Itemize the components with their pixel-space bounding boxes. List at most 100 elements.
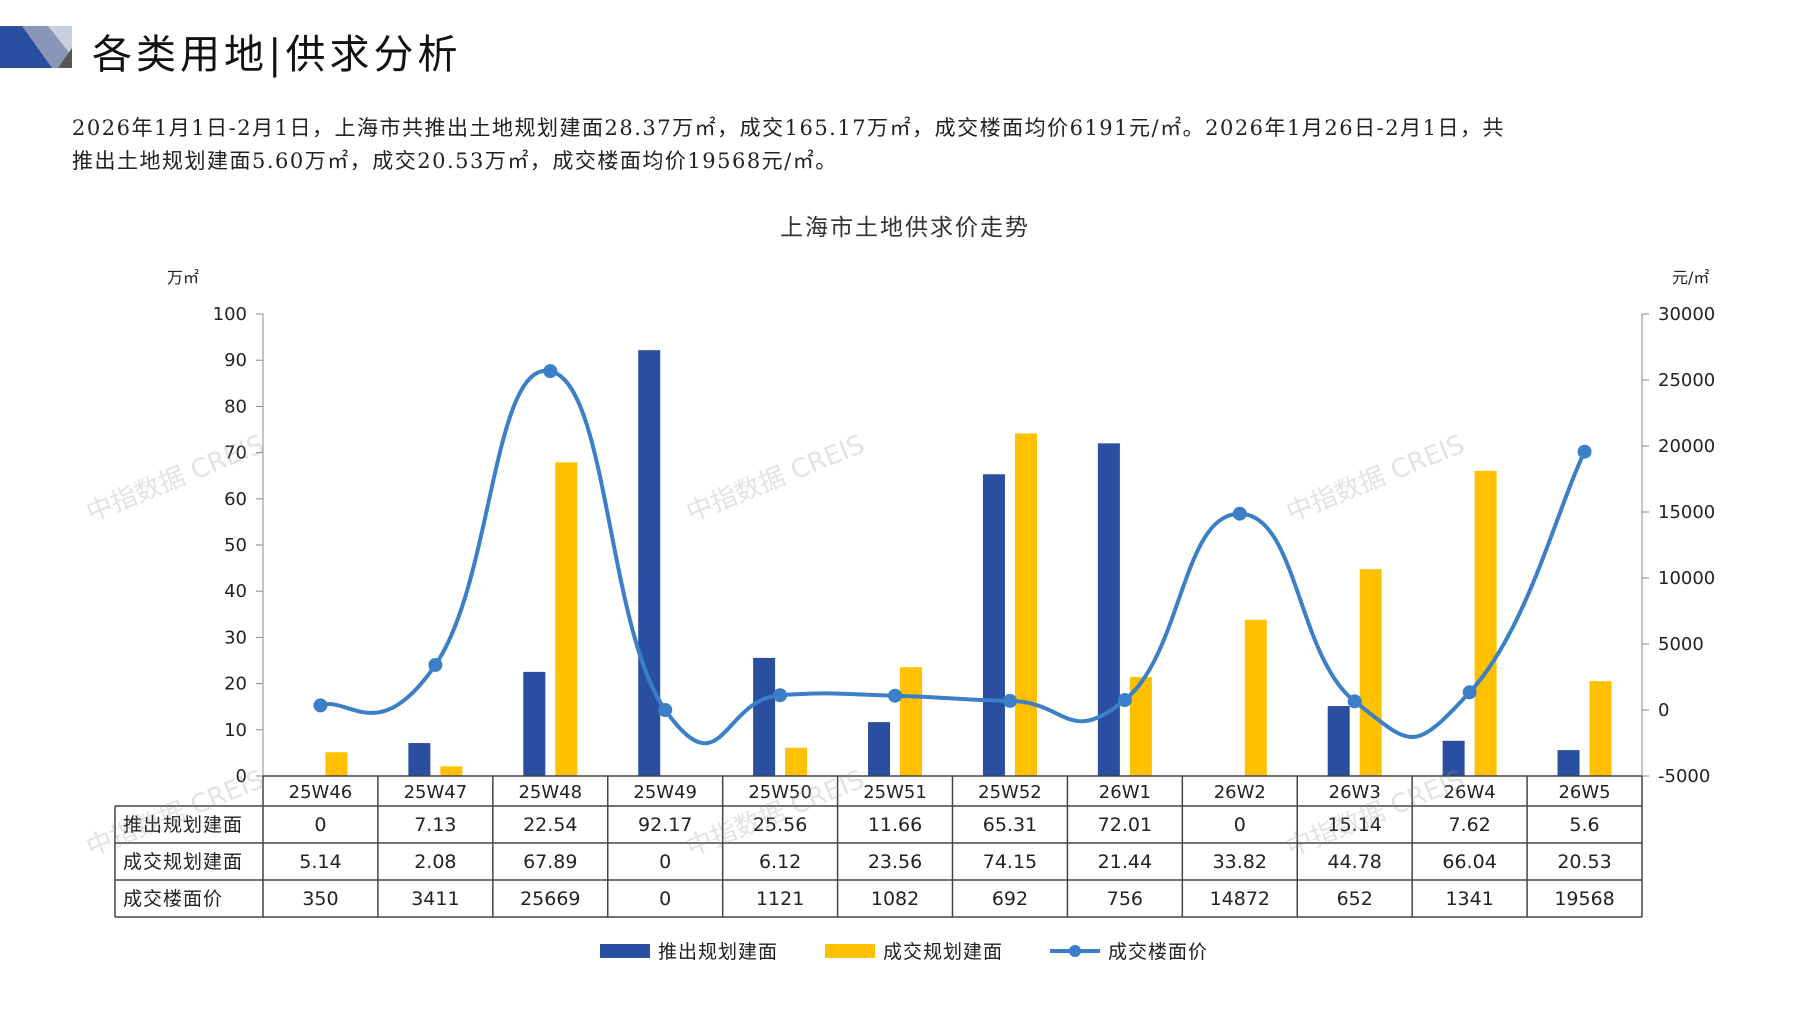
- right-tick-label: 15000: [1658, 502, 1715, 523]
- bar-supply: [1097, 443, 1120, 776]
- table-cell-value: 21.44: [1098, 851, 1152, 873]
- bar-supply: [753, 657, 776, 776]
- legend-swatch-supply: [600, 944, 650, 958]
- x-tick-label: 25W46: [289, 782, 353, 803]
- watermark-3: 中指数据 CREIS: [1282, 429, 1469, 529]
- table-row-label: 成交规划建面: [123, 851, 243, 873]
- bar-deal: [900, 667, 923, 776]
- left-tick-label: 0: [236, 766, 247, 787]
- price-point: [543, 364, 558, 379]
- table-cell-value: 15.14: [1328, 814, 1382, 836]
- left-tick-label: 10: [224, 720, 247, 741]
- summary-line-1: 2026年1月1日-2月1日，上海市共推出土地规划建面28.37万㎡，成交165…: [72, 116, 1505, 140]
- x-tick-label: 25W47: [404, 782, 468, 803]
- bar-supply: [523, 671, 546, 776]
- bar-deal: [1474, 470, 1497, 776]
- table-cell-value: 350: [302, 888, 338, 910]
- table-cell-value: 1082: [871, 888, 919, 910]
- watermark-1: 中指数据 CREIS: [82, 429, 269, 529]
- table-cell-value: 756: [1107, 888, 1143, 910]
- left-axis-unit: 万㎡: [167, 268, 199, 287]
- table-cell-value: 72.01: [1098, 814, 1152, 836]
- x-tick-label: 25W50: [748, 782, 812, 803]
- table-cell-value: 65.31: [983, 814, 1037, 836]
- price-point: [888, 688, 903, 703]
- bar-supply: [1442, 740, 1465, 776]
- price-point: [1117, 693, 1132, 708]
- table-cell-value: 6.12: [759, 851, 801, 873]
- right-tick-label: -5000: [1658, 766, 1710, 787]
- page-title: 各类用地|供求分析: [92, 32, 462, 78]
- bar-deal: [555, 462, 578, 776]
- logo-icon: [0, 26, 72, 68]
- table-cell-value: 25.56: [753, 814, 807, 836]
- left-tick-label: 50: [224, 535, 247, 556]
- bar-supply: [1327, 706, 1350, 776]
- left-tick-label: 20: [224, 674, 247, 695]
- legend-label-price: 成交楼面价: [1108, 941, 1208, 963]
- price-point: [1577, 444, 1592, 459]
- table-cell-value: 11.66: [868, 814, 922, 836]
- table-cell-value: 22.54: [523, 814, 577, 836]
- table-cell-value: 74.15: [983, 851, 1037, 873]
- price-point: [428, 657, 443, 672]
- table-cell-value: 14872: [1210, 888, 1270, 910]
- x-tick-label: 26W5: [1558, 782, 1610, 803]
- table-cell-value: 1121: [756, 888, 804, 910]
- left-tick-label: 80: [224, 396, 247, 417]
- x-tick-label: 25W48: [518, 782, 582, 803]
- left-tick-label: 30: [224, 627, 247, 648]
- x-tick-label: 25W52: [978, 782, 1042, 803]
- bar-supply: [638, 350, 661, 776]
- right-tick-label: 5000: [1658, 634, 1704, 655]
- table-cell-value: 0: [1234, 814, 1246, 836]
- price-point: [658, 703, 673, 717]
- right-tick-label: 25000: [1658, 370, 1715, 391]
- table-cell-value: 7.13: [414, 814, 456, 836]
- chart-title: 上海市土地供求价走势: [780, 215, 1030, 241]
- table-cell-value: 5.6: [1569, 814, 1599, 836]
- bar-deal: [1589, 681, 1612, 776]
- table-cell-value: 7.62: [1448, 814, 1490, 836]
- right-axis-unit: 元/㎡: [1672, 268, 1709, 287]
- right-tick-label: 20000: [1658, 436, 1715, 457]
- left-tick-label: 100: [213, 304, 247, 325]
- left-tick-label: 90: [224, 350, 247, 371]
- bar-supply: [408, 743, 431, 776]
- table-cell-value: 44.78: [1328, 851, 1382, 873]
- price-point: [1462, 685, 1477, 700]
- table-cell-value: 5.14: [299, 851, 341, 873]
- right-tick-label: 0: [1658, 700, 1669, 721]
- table-cell-value: 2.08: [414, 851, 456, 873]
- left-tick-label: 40: [224, 581, 247, 602]
- right-tick-label: 10000: [1658, 568, 1715, 589]
- table-cell-value: 19568: [1554, 888, 1614, 910]
- watermark-5: 中指数据 CREIS: [682, 764, 869, 864]
- watermark-4: 中指数据 CREIS: [82, 764, 269, 864]
- left-tick-label: 70: [224, 443, 247, 464]
- bar-deal: [785, 747, 808, 776]
- bar-supply: [982, 474, 1005, 776]
- bar-deal: [440, 766, 463, 776]
- table-cell-value: 0: [659, 851, 671, 873]
- table-cell-value: 33.82: [1213, 851, 1267, 873]
- left-tick-label: 60: [224, 489, 247, 510]
- table-cell-value: 692: [992, 888, 1028, 910]
- bar-supply: [1557, 750, 1580, 776]
- table-cell-value: 20.53: [1557, 851, 1611, 873]
- price-line: [319, 369, 1587, 746]
- bar-supply: [868, 722, 891, 776]
- table-cell-value: 3411: [411, 888, 459, 910]
- table-cell-value: 0: [659, 888, 671, 910]
- bar-deal: [1359, 569, 1382, 776]
- price-point: [773, 688, 788, 703]
- table-cell-value: 1341: [1445, 888, 1493, 910]
- table-cell-value: 0: [314, 814, 326, 836]
- bar-deal: [325, 752, 348, 776]
- x-tick-label: 25W49: [633, 782, 697, 803]
- legend-label-deal: 成交规划建面: [883, 941, 1003, 963]
- table-cell-value: 23.56: [868, 851, 922, 873]
- table-cell-value: 25669: [520, 888, 580, 910]
- price-point: [1232, 506, 1247, 521]
- legend-marker-price: [1069, 945, 1081, 957]
